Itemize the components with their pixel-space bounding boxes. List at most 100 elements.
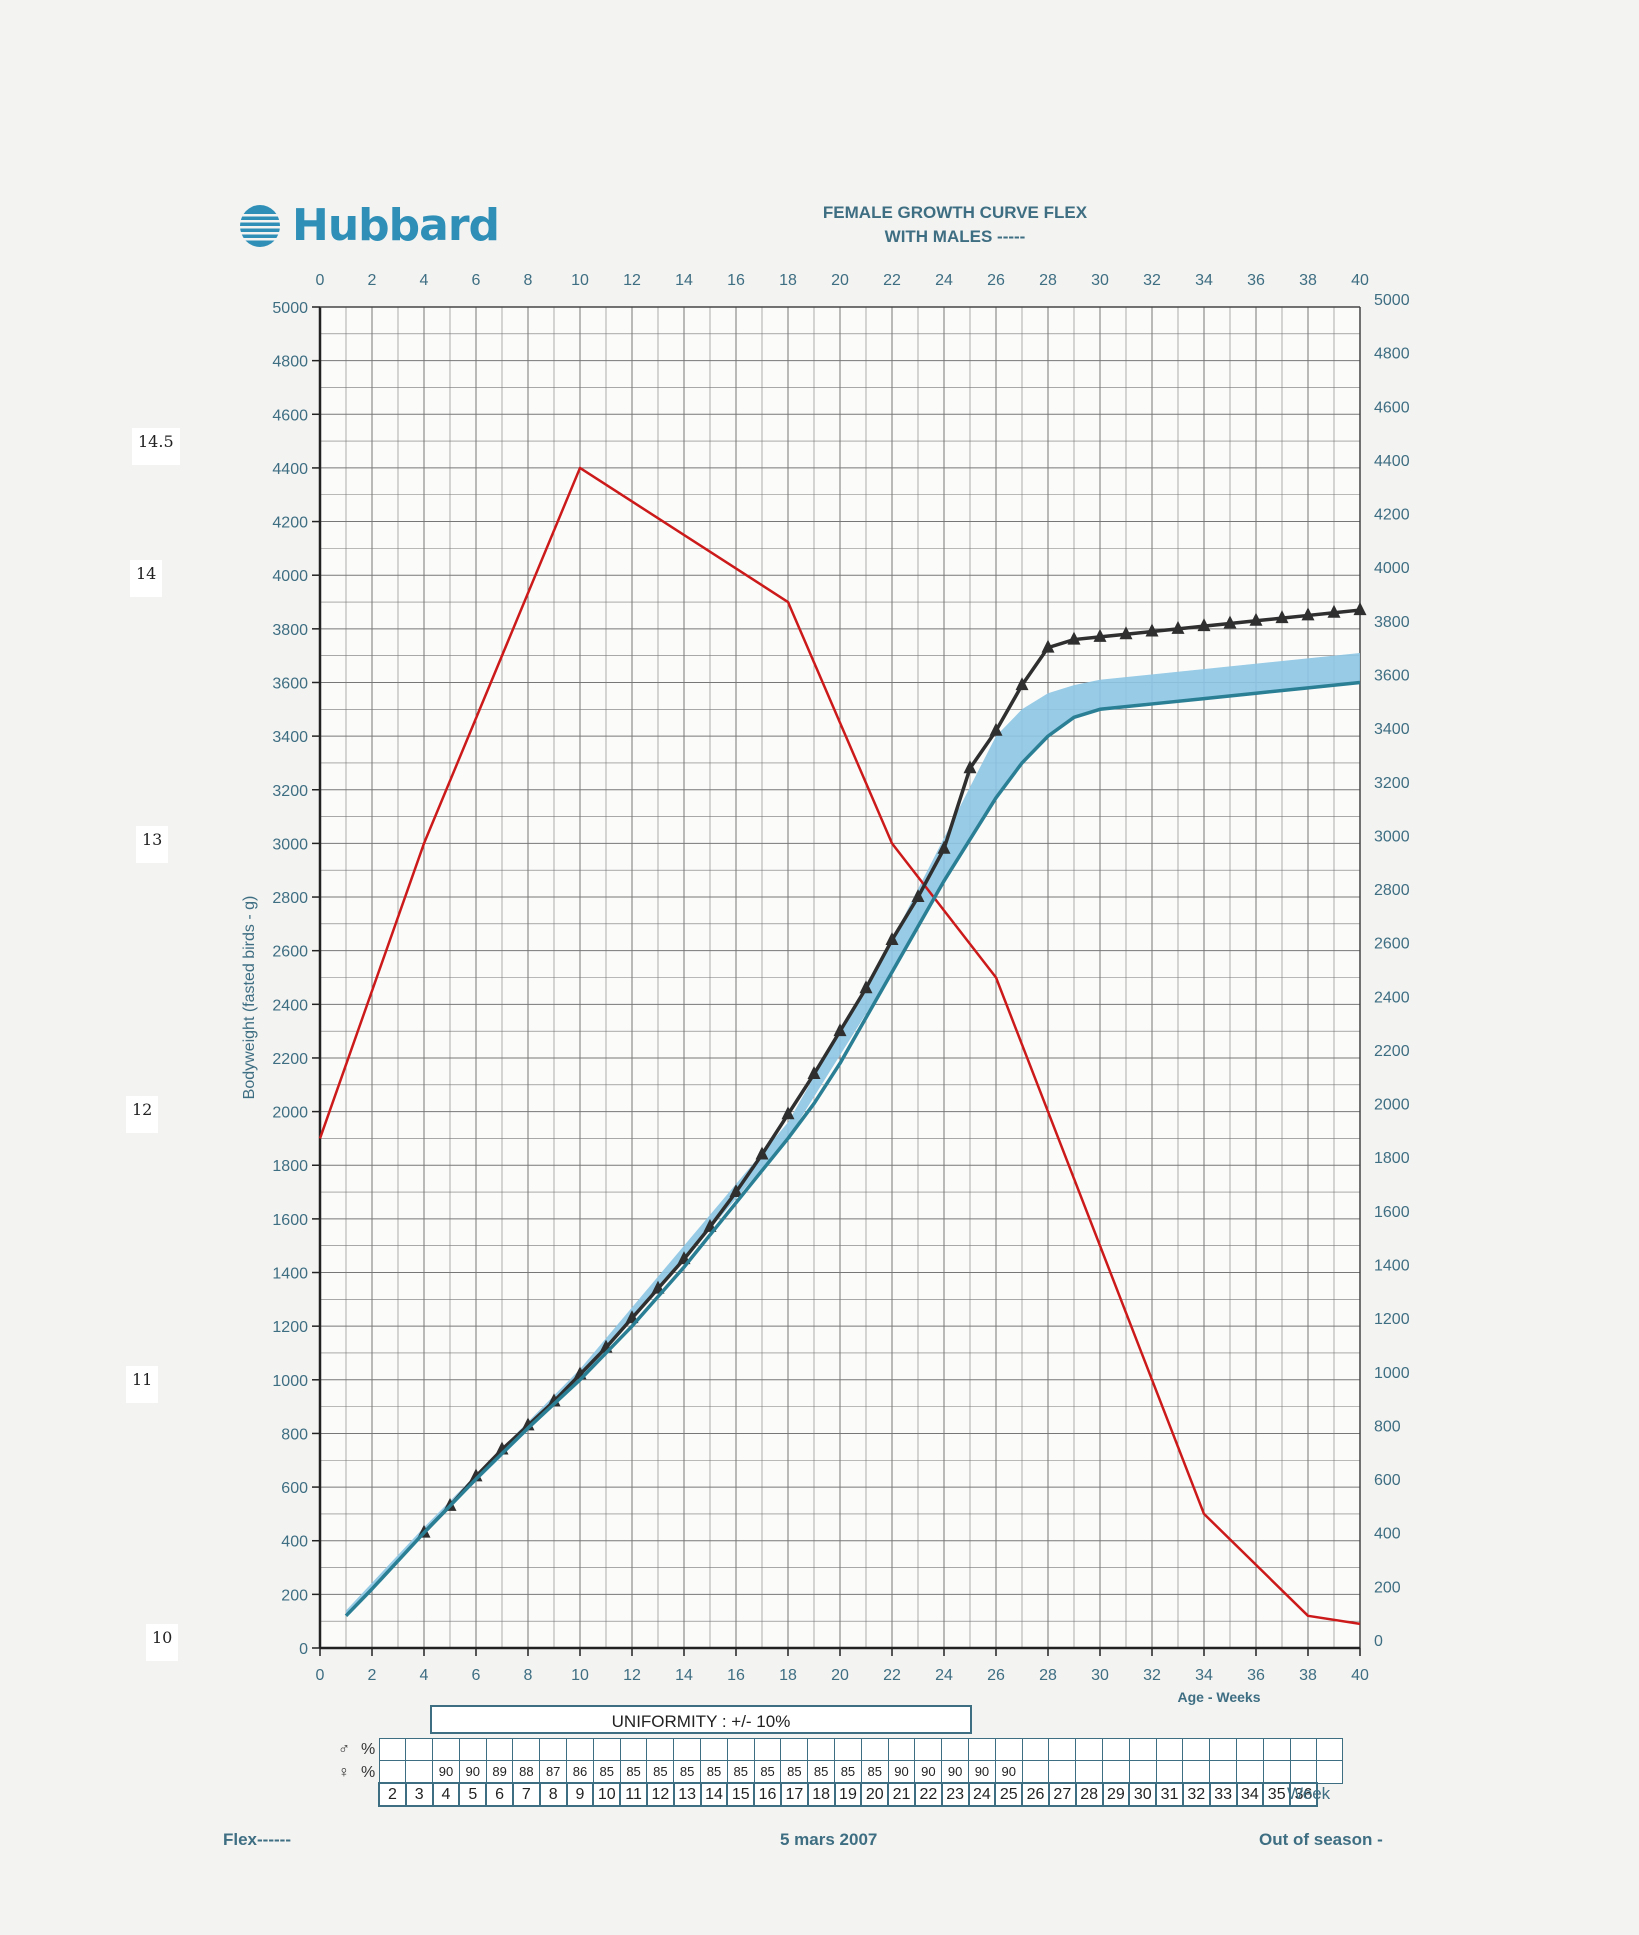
x-tick-label: 30 bbox=[1091, 1667, 1109, 1684]
y-tick-label: 1000 bbox=[272, 1373, 308, 1390]
x-tick-label: 0 bbox=[316, 1667, 325, 1684]
side-label: 11 bbox=[126, 1366, 159, 1403]
week-cell: 35 bbox=[1262, 1782, 1292, 1807]
female-percent: % bbox=[361, 1764, 376, 1781]
y-tick-label: 1400 bbox=[272, 1266, 308, 1283]
male-uniformity-cell bbox=[1155, 1738, 1184, 1761]
x-tick-label: 40 bbox=[1351, 1667, 1369, 1684]
uniformity-label: UNIFORMITY : +/- 10% bbox=[430, 1705, 972, 1734]
triangle-marker bbox=[1301, 607, 1315, 621]
week-cell: 36 bbox=[1289, 1782, 1318, 1807]
week-row: 2 3 4 5 6 7 8 9 10 11 12 13 14 15 16 17 18 19 20 21 22 23 24 25… bbox=[378, 1782, 1343, 1807]
male-uniformity-cell bbox=[914, 1738, 943, 1761]
week-cell: 8 bbox=[538, 1782, 568, 1807]
x-tick-label-top: 40 bbox=[1351, 272, 1369, 289]
x-tick-label: 24 bbox=[935, 1667, 953, 1684]
male-uniformity-cell bbox=[968, 1738, 996, 1761]
y-tick-label-right: 3800 bbox=[1374, 614, 1410, 631]
side-label: 14 bbox=[130, 560, 163, 597]
y-tick-label-right: 0 bbox=[1374, 1633, 1383, 1650]
male-symbol-icon: ♂ bbox=[338, 1741, 350, 1758]
week-cell: 16 bbox=[753, 1782, 782, 1807]
male-uniformity-cell bbox=[994, 1738, 1023, 1761]
week-cell: 15 bbox=[726, 1782, 756, 1807]
week-label: Week bbox=[1287, 1784, 1331, 1803]
male-uniformity-cell bbox=[700, 1738, 728, 1761]
triangle-marker bbox=[1275, 610, 1289, 624]
male-uniformity-cell bbox=[887, 1738, 916, 1761]
female-uniformity-cell bbox=[405, 1760, 434, 1784]
female-uniformity-cell: 90 bbox=[941, 1760, 970, 1784]
female-uniformity-cell bbox=[1128, 1760, 1157, 1784]
y-tick-label-right: 800 bbox=[1374, 1418, 1401, 1435]
female-uniformity-cell bbox=[1075, 1760, 1104, 1784]
female-uniformity-cell bbox=[1262, 1760, 1291, 1784]
week-cell: 33 bbox=[1208, 1782, 1238, 1807]
x-tick-label-top: 6 bbox=[472, 272, 481, 289]
week-cell: 34 bbox=[1235, 1782, 1265, 1807]
y-tick-label: 4600 bbox=[272, 407, 308, 424]
week-cell: 30 bbox=[1128, 1782, 1158, 1807]
triangle-marker bbox=[755, 1146, 769, 1160]
y-tick-label: 400 bbox=[281, 1534, 308, 1551]
female-uniformity-cell bbox=[1102, 1760, 1130, 1784]
y-tick-label: 2400 bbox=[272, 997, 308, 1014]
male-uniformity-cell bbox=[592, 1738, 621, 1761]
series-line bbox=[344, 680, 1361, 1618]
male-uniformity-cell bbox=[1262, 1738, 1291, 1761]
male-uniformity-cell bbox=[405, 1738, 434, 1761]
x-tick-label: 20 bbox=[831, 1667, 849, 1684]
male-uniformity-cell bbox=[1048, 1738, 1077, 1761]
series-line bbox=[318, 466, 1361, 1626]
triangle-marker bbox=[1353, 602, 1367, 616]
y-tick-label-right: 4600 bbox=[1374, 399, 1410, 416]
triangle-marker bbox=[833, 1023, 847, 1037]
male-uniformity-cell bbox=[726, 1738, 755, 1761]
y-tick-label: 2000 bbox=[272, 1105, 308, 1122]
x-tick-label-top: 28 bbox=[1039, 272, 1057, 289]
triangle-marker bbox=[807, 1066, 821, 1080]
triangle-marker bbox=[989, 722, 1003, 736]
week-cell: 4 bbox=[431, 1782, 461, 1807]
brand-name: Hubbard bbox=[292, 200, 500, 251]
y-tick-label: 3000 bbox=[272, 836, 308, 853]
triangle-marker bbox=[1327, 604, 1341, 618]
hubbard-egg-icon bbox=[240, 204, 280, 247]
y-tick-label-right: 2600 bbox=[1374, 936, 1410, 953]
female-uniformity-cell bbox=[1048, 1760, 1077, 1784]
female-uniformity-cell: 85 bbox=[860, 1760, 889, 1784]
male-uniformity-cell bbox=[753, 1738, 782, 1761]
triangle-marker bbox=[937, 840, 951, 854]
x-tick-label-top: 10 bbox=[571, 272, 589, 289]
week-cell: 18 bbox=[806, 1782, 836, 1807]
brand-logo: Hubbard bbox=[238, 200, 500, 251]
triangle-marker bbox=[1249, 612, 1263, 626]
side-label: 12 bbox=[126, 1096, 159, 1133]
male-uniformity-cell bbox=[1316, 1738, 1344, 1761]
female-uniformity-cell: 85 bbox=[646, 1760, 675, 1784]
x-tick-label-top: 16 bbox=[727, 272, 745, 289]
x-tick-label: 14 bbox=[675, 1667, 693, 1684]
y-tick-label: 2200 bbox=[272, 1051, 308, 1068]
footer-left: Flex------ bbox=[223, 1830, 291, 1849]
male-uniformity-cell bbox=[780, 1738, 809, 1761]
y-tick-label: 200 bbox=[281, 1587, 308, 1604]
week-cell: 24 bbox=[967, 1782, 997, 1807]
female-uniformity-cell bbox=[378, 1760, 407, 1784]
y-tick-label-right: 1800 bbox=[1374, 1150, 1410, 1167]
male-uniformity-cell bbox=[1128, 1738, 1157, 1761]
female-uniformity-cell: 85 bbox=[726, 1760, 755, 1784]
male-uniformity-cell bbox=[807, 1738, 836, 1761]
female-uniformity-cell bbox=[1209, 1760, 1237, 1784]
week-cell: 6 bbox=[485, 1782, 514, 1807]
y-tick-label: 4400 bbox=[272, 461, 308, 478]
male-uniformity-cell bbox=[432, 1738, 460, 1761]
x-tick-label-top: 0 bbox=[316, 272, 325, 289]
female-symbol-icon: ♀ bbox=[338, 1764, 350, 1781]
female-uniformity-cell: 85 bbox=[753, 1760, 782, 1784]
triangle-marker bbox=[1119, 626, 1133, 640]
female-uniformity-row: 90 90 89 88 87 86 85 85 85 85 85 85 85 85 85 85 85 90 90 90… bbox=[378, 1760, 1344, 1784]
x-tick-label-top: 38 bbox=[1299, 272, 1317, 289]
week-cell: 25 bbox=[994, 1782, 1024, 1807]
footer-right: Out of season - bbox=[1259, 1830, 1383, 1849]
